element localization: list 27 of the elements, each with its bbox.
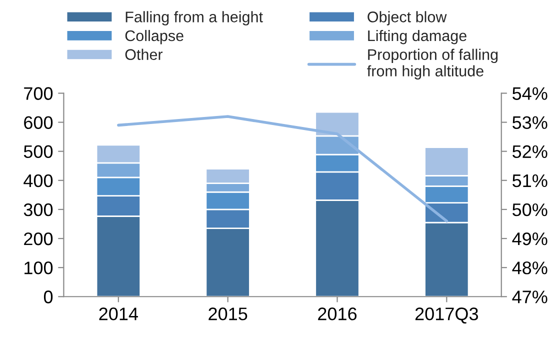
legend-label: Lifting damage bbox=[368, 30, 466, 44]
y-tick-label: 700 bbox=[24, 87, 53, 100]
y2-tick-label: 49% bbox=[512, 232, 548, 246]
y-tick-label: 200 bbox=[24, 232, 53, 246]
y2-tick-label: 47% bbox=[512, 290, 548, 304]
legend-label: Other bbox=[125, 48, 163, 60]
y-tick-label: 500 bbox=[24, 145, 53, 158]
y-tick-label: 400 bbox=[24, 174, 53, 188]
legend-label: Collapse bbox=[125, 30, 184, 44]
line-series bbox=[117, 115, 448, 222]
y2-tick-label: 51% bbox=[512, 174, 548, 188]
y-tick-label: 300 bbox=[24, 203, 53, 216]
x-tick-label: 2016 bbox=[318, 308, 357, 320]
x-tick-label: 2014 bbox=[99, 308, 138, 320]
y2-tick-label: 48% bbox=[512, 262, 548, 274]
y2-tick-label: 54% bbox=[512, 87, 548, 100]
y2-tick-label: 53% bbox=[512, 116, 548, 129]
legend-label: Falling from a height bbox=[126, 11, 263, 26]
legend-label: Proportion of falling from high altitude bbox=[367, 48, 498, 80]
y2-tick-label: 50% bbox=[512, 203, 548, 216]
y-tick-label: 0 bbox=[44, 290, 53, 304]
y-tick-label: 100 bbox=[24, 262, 53, 274]
y2-tick-label: 52% bbox=[512, 145, 548, 158]
x-tick-label: 2015 bbox=[208, 308, 248, 320]
x-tick-label: 2017Q3 bbox=[415, 308, 478, 324]
legend-label: Object blow bbox=[368, 11, 447, 26]
y-tick-label: 600 bbox=[24, 116, 53, 129]
